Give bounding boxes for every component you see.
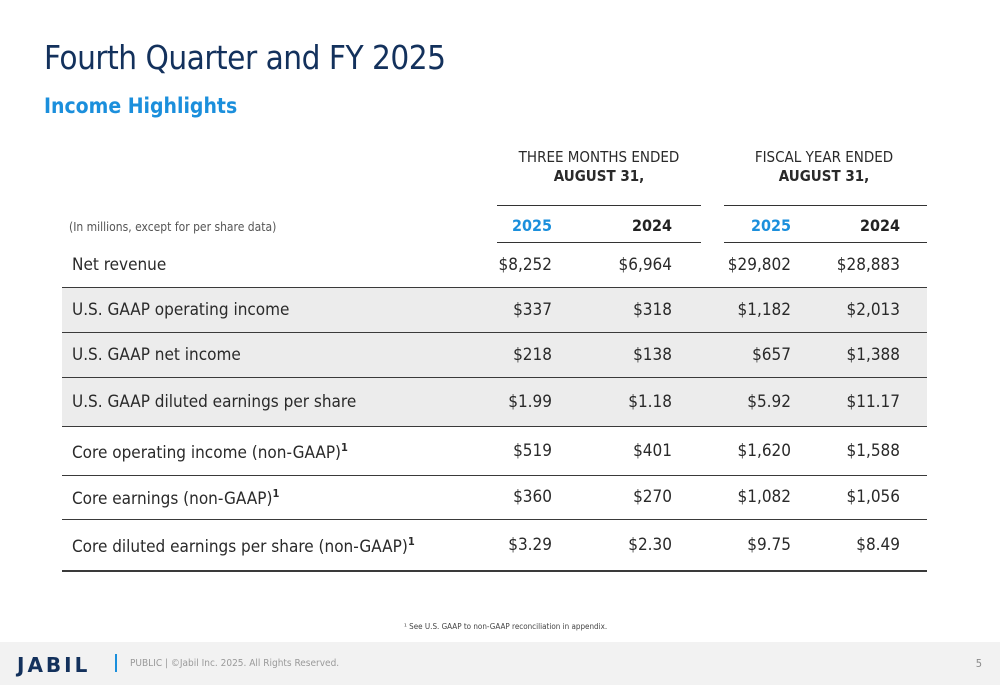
table-cell: $9.75 — [747, 535, 791, 555]
table-cell: $5.92 — [747, 392, 791, 412]
page-title: Fourth Quarter and FY 2025 — [44, 38, 446, 77]
footnote: ¹ See U.S. GAAP to non-GAAP reconciliati… — [404, 622, 608, 631]
row-label-text: U.S. GAAP operating income — [72, 300, 290, 320]
page-number: 5 — [975, 657, 982, 670]
table-cell: $11.17 — [846, 392, 901, 412]
table-row: U.S. GAAP operating income $337 $318 $1,182… — [62, 288, 927, 333]
page-subtitle: Income Highlights — [44, 94, 238, 118]
table-cell: $2,013 — [846, 300, 901, 320]
column-header-q-2025: 2025 — [511, 216, 552, 235]
jabil-logo: JABIL — [17, 653, 91, 677]
row-label: Core diluted earnings per share (non-GAA… — [72, 535, 415, 557]
table-cell: $318 — [633, 300, 672, 320]
table-row: Core earnings (non-GAAP)1 $360 $270 $1,082 $… — [62, 476, 927, 520]
table-cell: $29,802 — [727, 255, 791, 275]
footer: JABIL PUBLIC | ©Jabil Inc. 2025. All Rig… — [0, 642, 1000, 685]
row-label: Core earnings (non-GAAP)1 — [72, 487, 279, 509]
table-cell: $2.30 — [628, 535, 672, 555]
column-header-fy-2024: 2024 — [859, 216, 900, 235]
table-cell: $1,182 — [737, 300, 792, 320]
group-header-line1: THREE MONTHS ENDED — [518, 148, 680, 166]
group-header-fiscal-year: FISCAL YEAR ENDED AUGUST 31, — [709, 148, 939, 186]
table-cell: $8.49 — [856, 535, 900, 555]
row-label-text: Net revenue — [72, 255, 167, 275]
footnote-marker: 1 — [272, 487, 280, 500]
header-divider — [497, 242, 701, 243]
table-cell: $28,883 — [836, 255, 900, 275]
footer-separator — [115, 654, 117, 672]
table-cell: $6,964 — [618, 255, 673, 275]
table-cell: $337 — [513, 300, 552, 320]
unit-note: (In millions, except for per share data) — [69, 220, 277, 234]
table-cell: $401 — [633, 441, 672, 461]
group-header-three-months: THREE MONTHS ENDED AUGUST 31, — [484, 148, 714, 186]
row-label-text: Core operating income (non-GAAP) — [72, 443, 342, 463]
table-cell: $1.18 — [628, 392, 672, 412]
income-highlights-table: Net revenue $8,252 $6,964 $29,802 $28,883 U.S… — [62, 243, 927, 572]
header-divider — [724, 242, 927, 243]
footnote-marker: 1 — [341, 441, 348, 454]
group-header-line2: AUGUST 31, — [553, 167, 645, 185]
table-cell: $657 — [752, 345, 791, 365]
table-row: Core diluted earnings per share (non-GAA… — [62, 520, 927, 572]
group-header-line2: AUGUST 31, — [778, 167, 870, 185]
table-cell: $1,082 — [737, 487, 792, 507]
row-label-text: Core earnings (non-GAAP) — [72, 489, 273, 509]
row-label-text: U.S. GAAP net income — [72, 345, 241, 365]
table-cell: $8,252 — [498, 255, 553, 275]
row-label-text: U.S. GAAP diluted earnings per share — [72, 392, 357, 412]
table-row: U.S. GAAP diluted earnings per share $1.9… — [62, 378, 927, 427]
row-label-text: Core diluted earnings per share (non-GAA… — [72, 537, 408, 557]
group-header-line1: FISCAL YEAR ENDED — [754, 148, 894, 166]
group-divider — [724, 205, 927, 206]
row-label: Net revenue — [72, 255, 166, 275]
footer-legal: PUBLIC | ©Jabil Inc. 2025. All Rights Re… — [130, 658, 340, 669]
table-cell: $1,388 — [846, 345, 901, 365]
table-row: Net revenue $8,252 $6,964 $29,802 $28,883 — [62, 243, 927, 288]
column-header-q-2024: 2024 — [631, 216, 672, 235]
table-row: U.S. GAAP net income $218 $138 $657 $1,388 — [62, 333, 927, 378]
table-cell: $1,620 — [737, 441, 792, 461]
row-label: U.S. GAAP operating income — [72, 300, 289, 320]
table-cell: $1.99 — [508, 392, 552, 412]
column-header-fy-2025: 2025 — [750, 216, 791, 235]
row-label: U.S. GAAP diluted earnings per share — [72, 392, 356, 412]
group-divider — [497, 205, 701, 206]
table-cell: $519 — [513, 441, 552, 461]
table-row: Core operating income (non-GAAP)1 $519 $40… — [62, 427, 927, 476]
table-cell: $138 — [633, 345, 672, 365]
table-cell: $270 — [633, 487, 672, 507]
table-cell: $218 — [513, 345, 552, 365]
table-cell: $360 — [513, 487, 552, 507]
row-label: Core operating income (non-GAAP)1 — [72, 441, 348, 463]
table-cell: $1,588 — [846, 441, 901, 461]
table-cell: $3.29 — [508, 535, 552, 555]
footnote-marker: 1 — [407, 535, 415, 548]
row-label: U.S. GAAP net income — [72, 345, 241, 365]
table-cell: $1,056 — [846, 487, 901, 507]
